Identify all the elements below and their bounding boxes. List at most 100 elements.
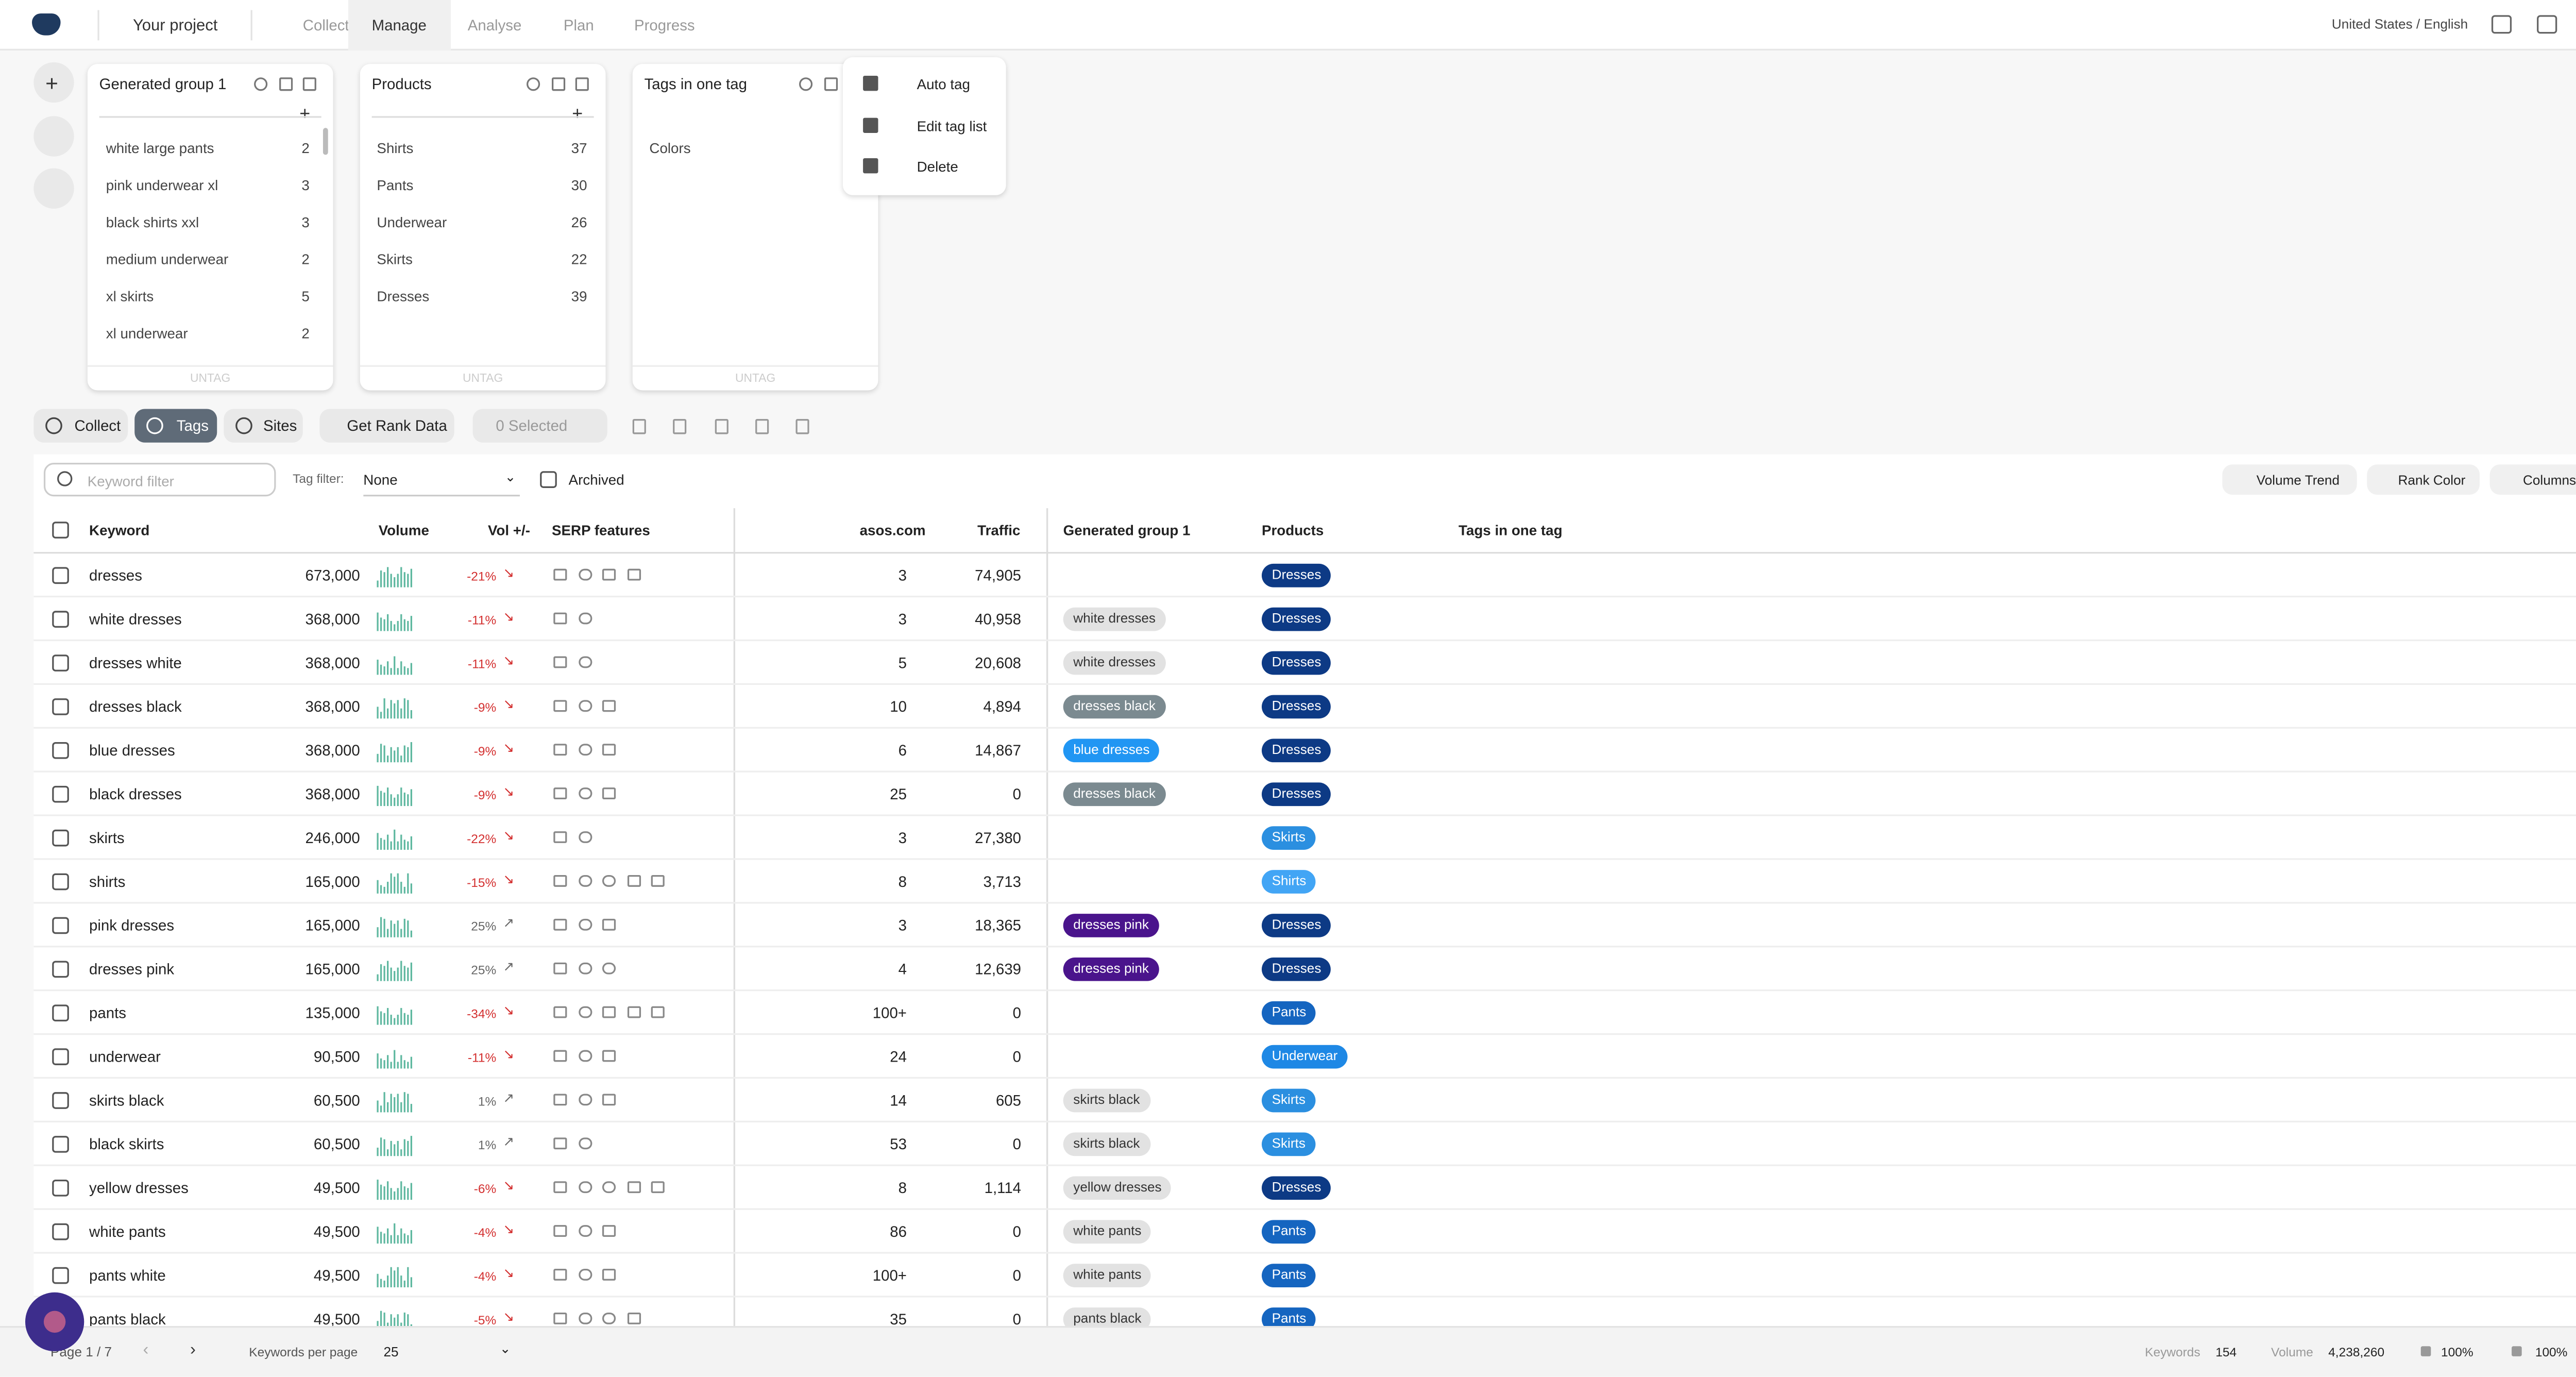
header-icon[interactable] — [302, 77, 316, 91]
nav-tab[interactable]: Plan — [563, 16, 594, 34]
nav-icon[interactable] — [2491, 15, 2512, 34]
row-checkbox[interactable] — [52, 1179, 69, 1197]
table-row[interactable]: shirts 165,000 -15% ↘ 8 3,713 Shirts — [33, 860, 2576, 904]
header-icon[interactable] — [527, 77, 540, 91]
group-tag[interactable]: white pants — [1063, 1264, 1152, 1287]
tag-item[interactable]: xl underwear — [106, 325, 188, 342]
row-checkbox[interactable] — [52, 567, 69, 584]
product-tag[interactable]: Dresses — [1261, 914, 1331, 937]
group-tag[interactable]: skirts black — [1063, 1132, 1150, 1156]
tag-item[interactable]: Skirts — [377, 250, 413, 268]
table-row[interactable]: pink dresses 165,000 25% ↗ 3 18,365 dresses pi… — [33, 903, 2576, 948]
product-tag[interactable]: Dresses — [1261, 1176, 1331, 1200]
product-tag[interactable]: Skirts — [1261, 1132, 1316, 1156]
next-page[interactable]: › — [190, 1341, 196, 1360]
view-button[interactable]: Volume Trend — [2222, 464, 2357, 495]
table-row[interactable]: pants white 49,500 -4% ↘ 100+ 0 white pants Pan… — [33, 1254, 2576, 1298]
row-checkbox[interactable] — [52, 1136, 69, 1153]
toolbar-icon[interactable] — [673, 419, 687, 434]
row-checkbox[interactable] — [52, 1223, 69, 1240]
header-checkbox[interactable] — [52, 522, 69, 539]
menu-item[interactable]: Edit tag list — [917, 116, 987, 134]
header-icon[interactable] — [824, 77, 838, 91]
row-checkbox[interactable] — [52, 611, 69, 628]
nav-tab[interactable]: Manage — [348, 0, 450, 51]
group-tag[interactable]: white dresses — [1063, 607, 1166, 631]
table-row[interactable]: blue dresses 368,000 -9% ↘ 6 14,867 blue dress… — [33, 729, 2576, 773]
group-tag[interactable]: white dresses — [1063, 651, 1166, 675]
add-tag[interactable]: + — [299, 104, 311, 125]
prev-page[interactable]: ‹ — [143, 1341, 149, 1360]
product-tag[interactable]: Pants — [1261, 1220, 1317, 1244]
checkbox[interactable] — [540, 471, 557, 488]
header-icon[interactable] — [799, 77, 813, 91]
untag[interactable]: UNTAG — [87, 365, 333, 385]
table-row[interactable]: pants 135,000 -34% ↘ 100+ 0 Pants — [33, 991, 2576, 1035]
tag-item[interactable]: Colors — [649, 140, 691, 157]
side-button[interactable] — [33, 62, 74, 103]
group-tag[interactable]: blue dresses — [1063, 738, 1160, 763]
column-header[interactable]: asos.com — [859, 522, 926, 539]
tag-item[interactable]: Pants — [377, 176, 414, 194]
add-tag[interactable]: + — [572, 104, 583, 125]
tag-item[interactable]: Underwear — [377, 213, 447, 231]
table-row[interactable]: dresses white 368,000 -11% ↘ 5 20,608 white dr… — [33, 641, 2576, 685]
column-header[interactable]: Vol +/- — [487, 522, 530, 539]
product-tag[interactable]: Shirts — [1261, 870, 1316, 894]
product-tag[interactable]: Dresses — [1261, 563, 1331, 587]
nav-tab[interactable]: Collect — [302, 16, 349, 34]
table-row[interactable]: underwear 90,500 -11% ↘ 24 0 Underwear — [33, 1035, 2576, 1079]
table-row[interactable]: dresses pink 165,000 25% ↗ 4 12,639 dresses pi… — [33, 947, 2576, 992]
table-row[interactable]: skirts 246,000 -22% ↘ 3 27,380 Skirts — [33, 816, 2576, 860]
product-tag[interactable]: Dresses — [1261, 695, 1331, 719]
product-tag[interactable]: Dresses — [1261, 607, 1331, 631]
header-icon[interactable] — [279, 77, 293, 91]
nav-icon[interactable] — [2537, 15, 2557, 34]
toolbar-button[interactable]: Collect — [33, 409, 128, 443]
tag-item[interactable]: medium underwear — [106, 250, 229, 268]
column-header[interactable]: Keyword — [89, 522, 150, 539]
rank-button[interactable]: Get Rank Data — [319, 409, 454, 443]
table-row[interactable]: white pants 49,500 -4% ↘ 86 0 white pants Pants — [33, 1210, 2576, 1254]
tag-item[interactable]: white large pants — [106, 140, 214, 157]
row-checkbox[interactable] — [52, 873, 69, 891]
column-header[interactable]: Products — [1261, 522, 1324, 539]
locale[interactable]: United States / English — [2331, 16, 2468, 32]
row-checkbox[interactable] — [52, 1048, 69, 1065]
column-header[interactable]: Generated group 1 — [1063, 522, 1191, 539]
nav-tab[interactable]: Analyse — [467, 16, 522, 34]
view-button[interactable]: Rank Color — [2367, 464, 2480, 495]
column-header[interactable]: Tags in one tag — [1459, 522, 1563, 539]
untag[interactable]: UNTAG — [632, 365, 878, 385]
toolbar-button[interactable]: Sites — [224, 409, 303, 443]
product-tag[interactable]: Pants — [1261, 1264, 1317, 1287]
logo[interactable] — [32, 13, 61, 36]
row-checkbox[interactable] — [52, 829, 69, 847]
header-icon[interactable] — [575, 77, 589, 91]
group-tag[interactable]: dresses black — [1063, 695, 1166, 719]
group-tag[interactable]: dresses pink — [1063, 914, 1159, 937]
table-row[interactable]: black dresses 368,000 -9% ↘ 25 0 dresses black… — [33, 773, 2576, 816]
column-header[interactable]: SERP features — [552, 522, 650, 539]
view-button[interactable]: Columns — [2489, 464, 2576, 495]
menu-item[interactable]: Auto tag — [917, 75, 971, 93]
column-header[interactable]: Volume — [378, 522, 429, 539]
product-tag[interactable]: Skirts — [1261, 826, 1316, 850]
header-icon[interactable] — [254, 77, 268, 91]
product-tag[interactable]: Skirts — [1261, 1088, 1316, 1113]
tag-item[interactable]: black shirts xxl — [106, 213, 199, 231]
toolbar-icon[interactable] — [795, 419, 809, 434]
group-tag[interactable]: skirts black — [1063, 1088, 1150, 1113]
tag-filter-select[interactable]: None ⌄ — [363, 463, 520, 497]
row-checkbox[interactable] — [52, 1267, 69, 1284]
group-tag[interactable]: white pants — [1063, 1220, 1152, 1244]
product-tag[interactable]: Underwear — [1261, 1045, 1348, 1069]
product-tag[interactable]: Dresses — [1261, 782, 1331, 807]
table-row[interactable]: yellow dresses 49,500 -6% ↘ 8 1,114 yellow dre… — [33, 1166, 2576, 1210]
tag-item[interactable]: Dresses — [377, 288, 430, 305]
table-row[interactable]: dresses 673,000 -21% ↘ 3 74,905 Dresses — [33, 553, 2576, 598]
toolbar-button[interactable]: Tags — [134, 409, 217, 443]
toolbar-icon[interactable] — [715, 419, 728, 434]
product-tag[interactable]: Dresses — [1261, 957, 1331, 981]
row-checkbox[interactable] — [52, 1092, 69, 1109]
